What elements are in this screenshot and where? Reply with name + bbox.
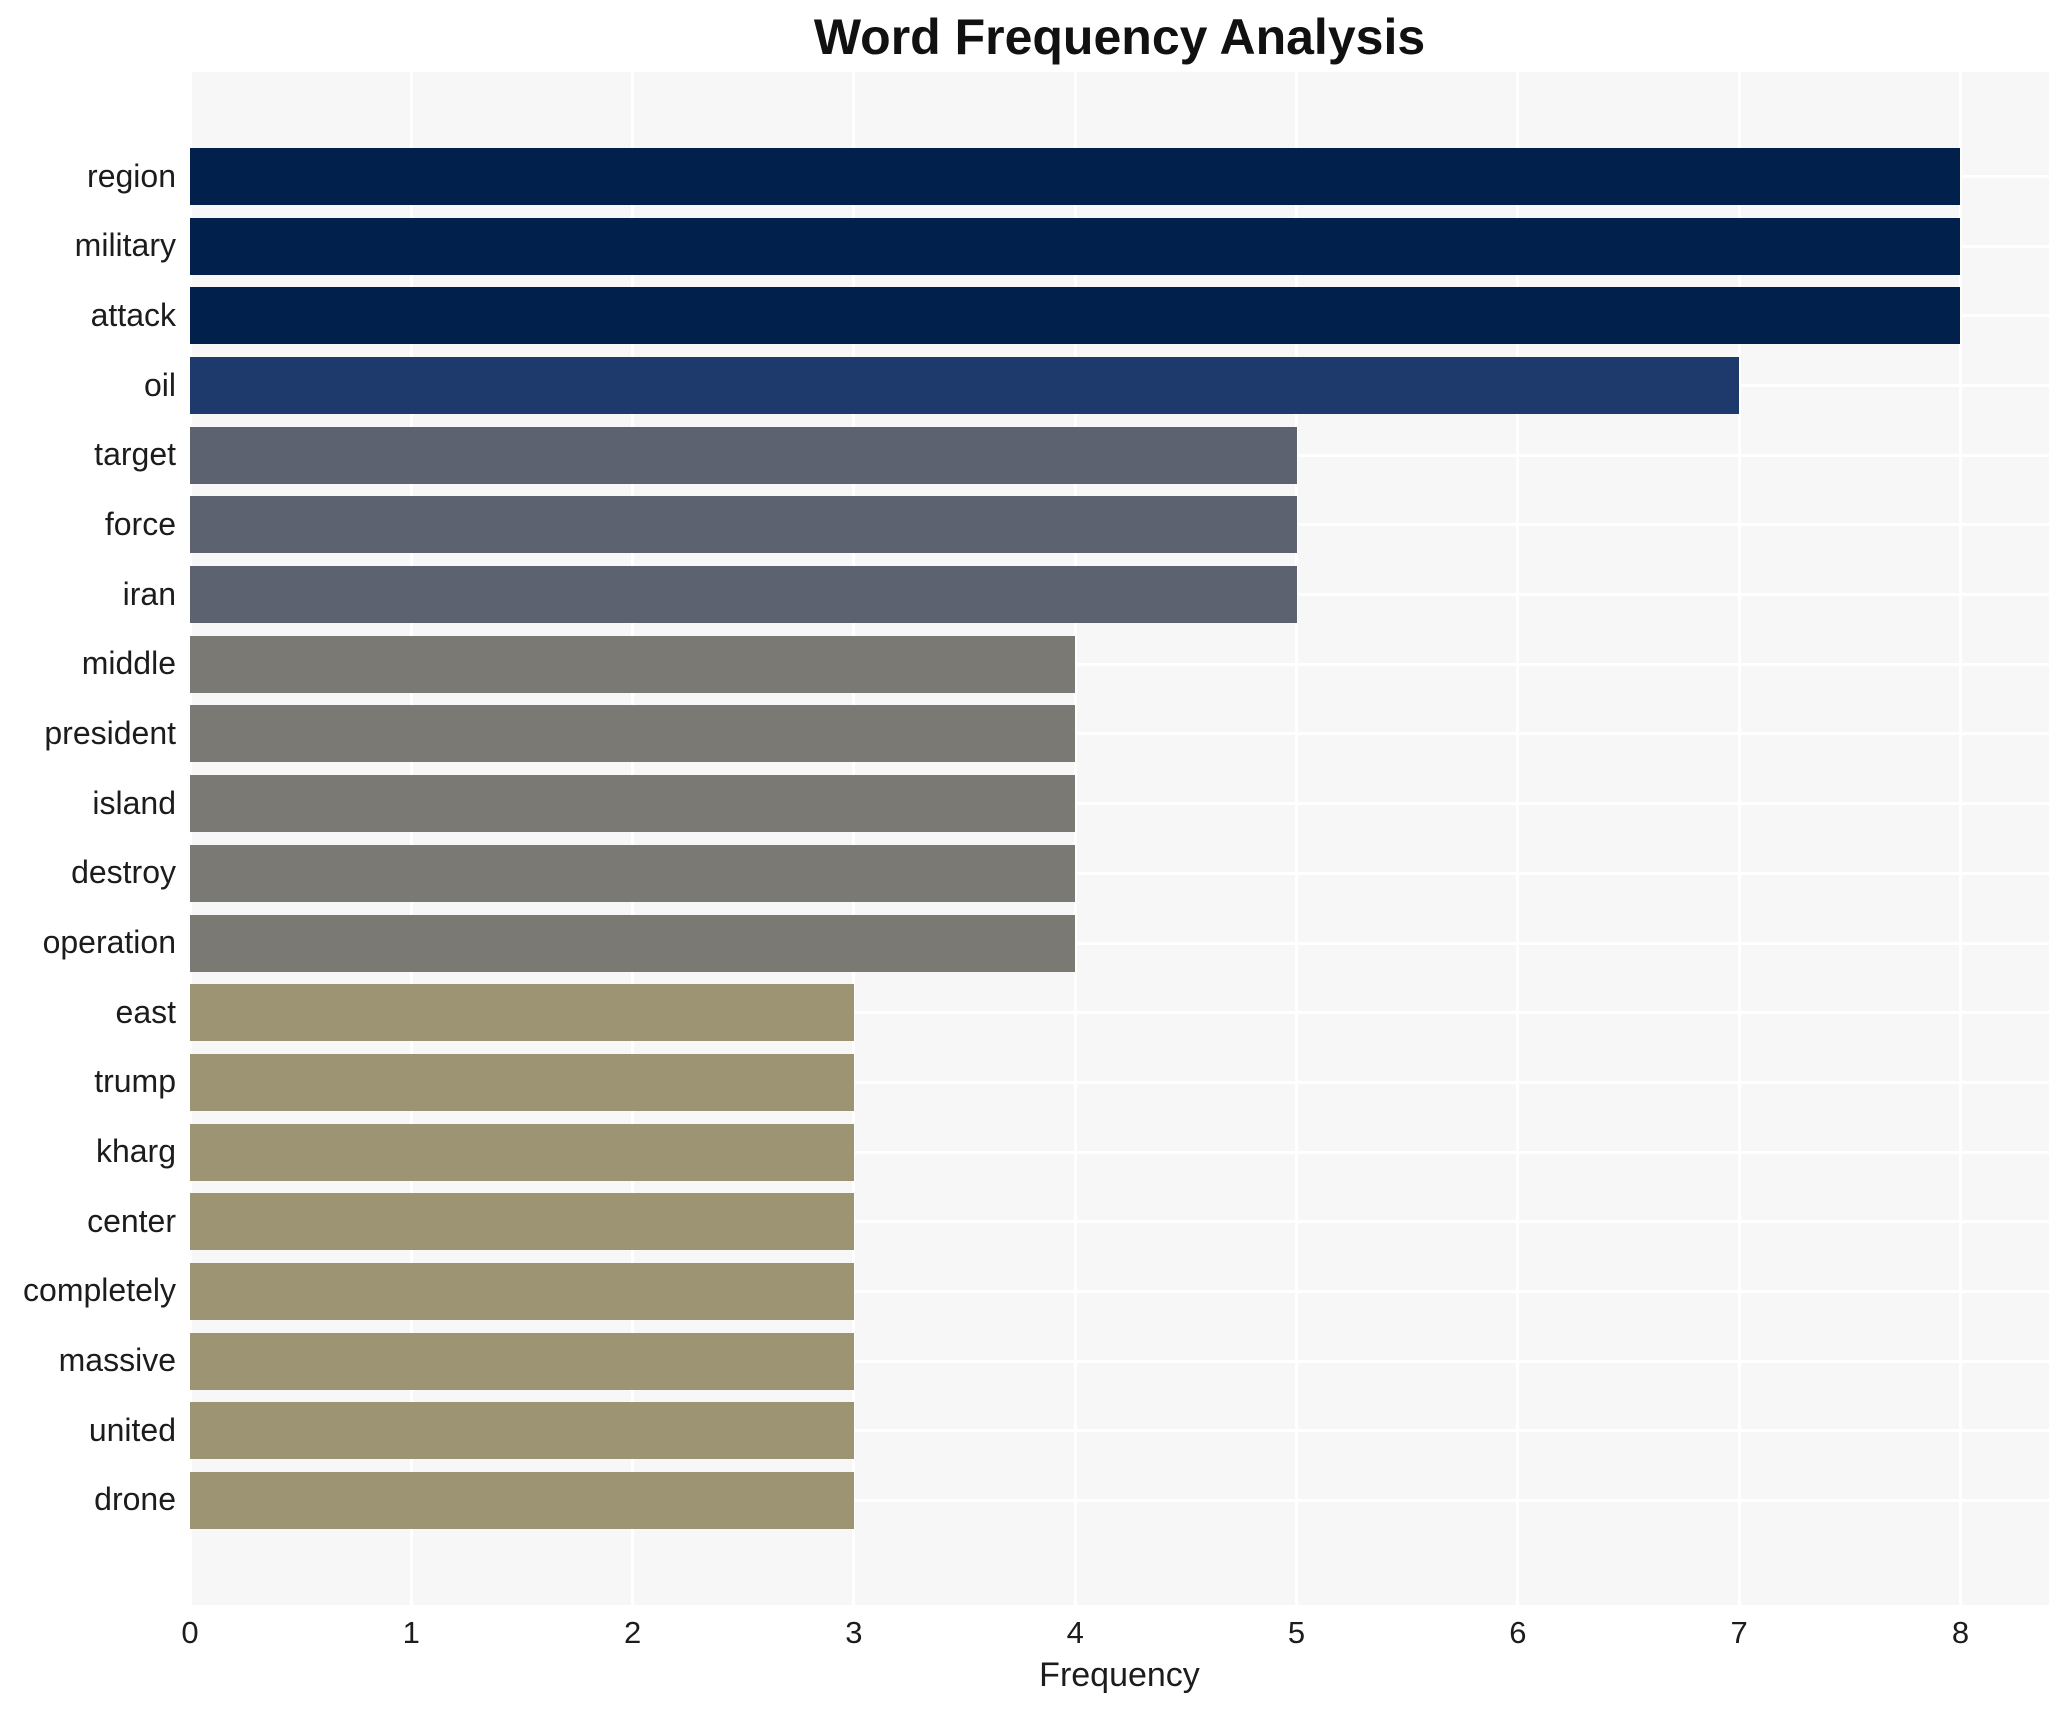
vertical-gridline-7 [1737, 72, 1741, 1605]
horizontal-gridline-drone [190, 1498, 2049, 1502]
y-tick-label-island: island [92, 784, 176, 821]
bar-united [190, 1402, 854, 1460]
bar-east [190, 984, 854, 1042]
horizontal-gridline-center [190, 1220, 2049, 1224]
y-tick-label-middle: middle [81, 645, 176, 682]
y-tick-label-oil: oil [143, 366, 176, 403]
bar-center [190, 1193, 854, 1251]
x-tick-label-5: 5 [1287, 1615, 1306, 1650]
horizontal-gridline-trump [190, 1080, 2049, 1084]
bar-region [190, 148, 1961, 206]
y-tick-label-kharg: kharg [95, 1133, 176, 1170]
x-axis-label: Frequency [1039, 1656, 1200, 1694]
y-tick-label-massive: massive [58, 1342, 176, 1379]
y-tick-label-operation: operation [42, 924, 176, 961]
y-tick-label-region: region [87, 157, 176, 194]
bar-drone [190, 1471, 854, 1529]
bar-island [190, 775, 1076, 833]
bar-oil [190, 357, 1740, 415]
bar-kharg [190, 1123, 854, 1181]
horizontal-gridline-destroy [190, 871, 2049, 875]
x-tick-label-6: 6 [1509, 1615, 1527, 1650]
y-tick-label-center: center [87, 1202, 176, 1239]
bar-completely [190, 1262, 854, 1320]
y-tick-label-military: military [74, 227, 176, 264]
y-tick-label-iran: iran [122, 575, 176, 612]
bar-trump [190, 1053, 854, 1111]
vertical-gridline-0 [190, 72, 192, 1605]
horizontal-gridline-middle [190, 662, 2049, 666]
vertical-gridline-8 [1958, 72, 1962, 1605]
bar-military [190, 217, 1961, 275]
x-tick-label-8: 8 [1951, 1615, 1970, 1650]
y-tick-label-destroy: destroy [71, 854, 176, 891]
x-tick-label-0: 0 [181, 1615, 199, 1650]
y-tick-label-completely: completely [23, 1272, 176, 1309]
vertical-gridline-3 [852, 72, 856, 1605]
bar-attack [190, 287, 1961, 345]
x-tick-label-2: 2 [623, 1615, 642, 1650]
y-tick-label-force: force [104, 505, 176, 542]
chart-title: Word Frequency Analysis [813, 9, 1426, 65]
x-tick-label-7: 7 [1730, 1615, 1748, 1650]
x-tick-label-4: 4 [1066, 1615, 1084, 1650]
horizontal-gridline-massive [190, 1359, 2049, 1363]
bar-destroy [190, 844, 1076, 902]
y-tick-label-attack: attack [90, 296, 176, 333]
y-tick-label-president: president [44, 714, 176, 751]
bar-force [190, 496, 1297, 554]
vertical-gridline-1 [409, 72, 413, 1605]
y-tick-label-united: united [88, 1411, 176, 1448]
y-tick-label-trump: trump [94, 1063, 176, 1100]
y-tick-label-east: east [115, 993, 176, 1030]
vertical-gridline-5 [1295, 72, 1299, 1605]
vertical-gridline-4 [1073, 72, 1077, 1605]
vertical-gridline-2 [631, 72, 635, 1605]
y-tick-label-target: target [94, 436, 176, 473]
bar-operation [190, 914, 1076, 972]
bar-president [190, 705, 1076, 763]
horizontal-gridline-kharg [190, 1150, 2049, 1154]
bar-middle [190, 635, 1076, 693]
horizontal-gridline-united [190, 1429, 2049, 1433]
plot-area [190, 72, 2049, 1605]
bar-target [190, 426, 1297, 484]
bar-iran [190, 566, 1297, 624]
horizontal-gridline-island [190, 802, 2049, 806]
horizontal-gridline-completely [190, 1289, 2049, 1293]
horizontal-gridline-east [190, 1011, 2049, 1015]
vertical-gridline-6 [1516, 72, 1520, 1605]
horizontal-gridline-operation [190, 941, 2049, 945]
bar-massive [190, 1332, 854, 1390]
x-tick-label-3: 3 [845, 1615, 863, 1650]
horizontal-gridline-president [190, 732, 2049, 736]
y-tick-label-drone: drone [94, 1481, 176, 1518]
x-tick-label-1: 1 [402, 1615, 420, 1650]
